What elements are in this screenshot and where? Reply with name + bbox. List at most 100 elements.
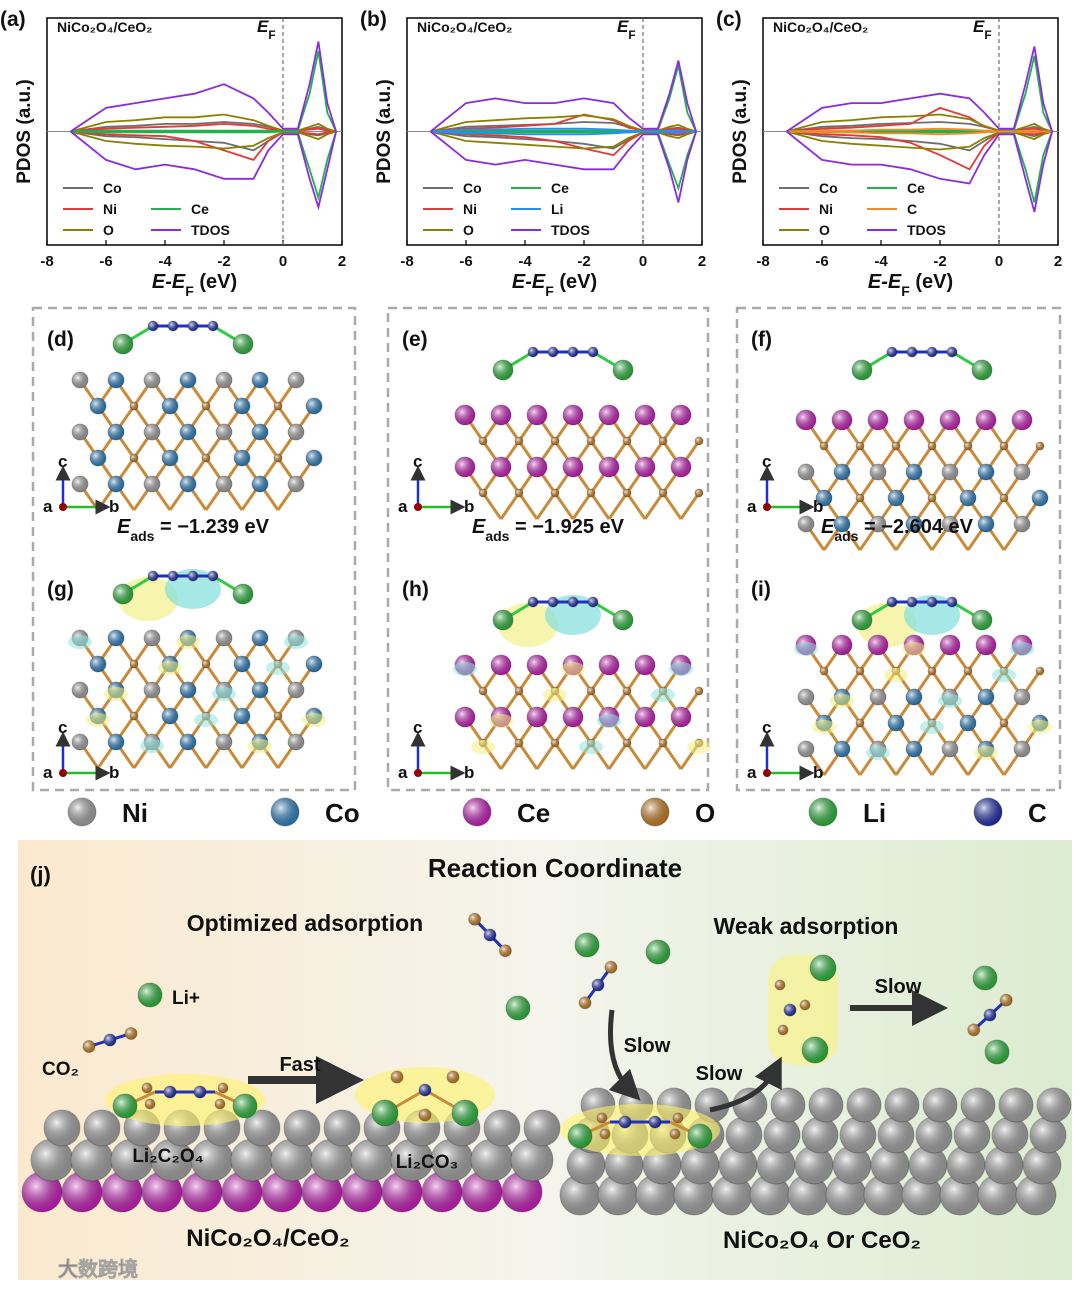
atom-shade — [493, 360, 513, 380]
atom-shade — [599, 655, 619, 675]
atom-shade — [216, 734, 232, 750]
atom-shade — [978, 1175, 1018, 1215]
atom-shade — [515, 739, 523, 747]
bond — [571, 492, 593, 520]
atom-shade — [834, 516, 850, 532]
atom-shade — [567, 1146, 605, 1184]
atom-shade — [771, 1088, 805, 1122]
atom-shade — [906, 689, 922, 705]
x-tick-label: -6 — [815, 253, 828, 270]
adsorption-energy-part: E — [821, 516, 835, 538]
pdos-line — [430, 127, 697, 133]
atom-shade — [809, 1088, 843, 1122]
atom-shade — [832, 635, 852, 655]
atom-shade — [491, 405, 511, 425]
legend-label: C — [907, 201, 917, 217]
atom-shade — [816, 490, 832, 506]
axis-letter: a — [398, 763, 408, 782]
isosurface — [248, 739, 272, 753]
atom-shade — [108, 424, 124, 440]
arrow — [607, 1009, 641, 1101]
atom-shade — [809, 798, 837, 826]
atom-shade — [788, 1175, 828, 1215]
fermi-label-part: F — [628, 28, 635, 42]
atom-shade — [856, 667, 864, 675]
panel-label: (f) — [751, 328, 772, 351]
isosurface — [489, 714, 513, 728]
atom-shade — [479, 489, 487, 497]
atom-shade — [113, 584, 133, 604]
bond — [499, 492, 521, 520]
atom-shade — [579, 996, 592, 1009]
atom-shade — [600, 1129, 610, 1139]
atom-shade — [856, 719, 864, 727]
atom-shade — [613, 610, 633, 630]
atom-shade — [162, 450, 178, 466]
pdos-line — [70, 130, 337, 152]
x-axis-label-part: F — [901, 283, 910, 299]
legend-label: O — [819, 222, 830, 238]
atom-shade — [215, 1099, 225, 1109]
atom-shade — [810, 955, 836, 981]
scheme-caption: NiCo₂O₄/CeO₂ — [186, 1225, 349, 1252]
bond — [607, 492, 629, 520]
atom-shade — [906, 741, 922, 757]
atom-shade — [144, 424, 160, 440]
atom-shade — [162, 708, 178, 724]
atom-shade — [964, 667, 972, 675]
atom-legend-label: O — [695, 798, 715, 828]
isosurface — [920, 720, 944, 734]
atom-shade — [391, 1071, 403, 1083]
adsorption-energy: Eads = −1.925 eV — [472, 516, 625, 544]
axis-origin — [763, 769, 771, 777]
isosurface — [904, 595, 960, 635]
bond — [625, 742, 647, 770]
bond — [535, 492, 557, 520]
atom-shade — [216, 424, 232, 440]
panel-label: (g) — [47, 578, 74, 601]
fermi-label-part: E — [617, 17, 629, 36]
isosurface — [974, 746, 998, 760]
atom-shade — [527, 655, 547, 675]
atom-shade — [613, 360, 633, 380]
pdos-line — [430, 130, 697, 150]
isosurface — [812, 720, 836, 734]
atom-shade — [188, 571, 198, 581]
atom-legend-label: Ce — [517, 798, 550, 828]
chart-title: NiCo₂O₄/CeO₂ — [57, 19, 152, 35]
legend-label: Co — [819, 180, 838, 196]
atom-shade — [130, 712, 138, 720]
axis-letter: a — [43, 763, 53, 782]
atom-shade — [455, 457, 475, 477]
adsorption-energy-part: = −1.925 eV — [509, 516, 624, 538]
x-tick-label: 2 — [698, 253, 706, 270]
atom-legend-label: C — [1028, 798, 1047, 828]
atom-shade — [194, 1086, 206, 1098]
pdos-line — [70, 121, 337, 133]
atom-shade — [927, 597, 937, 607]
atom-shade — [234, 450, 250, 466]
bond — [679, 492, 701, 520]
atom-shade — [104, 1034, 116, 1046]
atom-shade — [202, 660, 210, 668]
x-axis-label-part: F — [545, 283, 554, 299]
atom-shade — [588, 597, 598, 607]
atom-shade — [671, 457, 691, 477]
x-tick-label: -6 — [99, 253, 112, 270]
atom-shade — [144, 476, 160, 492]
x-tick-label: -8 — [400, 253, 413, 270]
scheme-title: Reaction Coordinate — [428, 853, 682, 883]
atom-shade — [252, 424, 268, 440]
atom-shade — [182, 1172, 222, 1212]
bond — [643, 492, 665, 520]
atom-shade — [1036, 667, 1044, 675]
atom-shade — [252, 372, 268, 388]
isosurface — [902, 642, 926, 656]
arrow — [709, 1056, 782, 1113]
isosurface — [194, 713, 218, 727]
atom-shade — [906, 464, 922, 480]
atom-shade — [563, 457, 583, 477]
fermi-label: EF — [257, 17, 276, 42]
